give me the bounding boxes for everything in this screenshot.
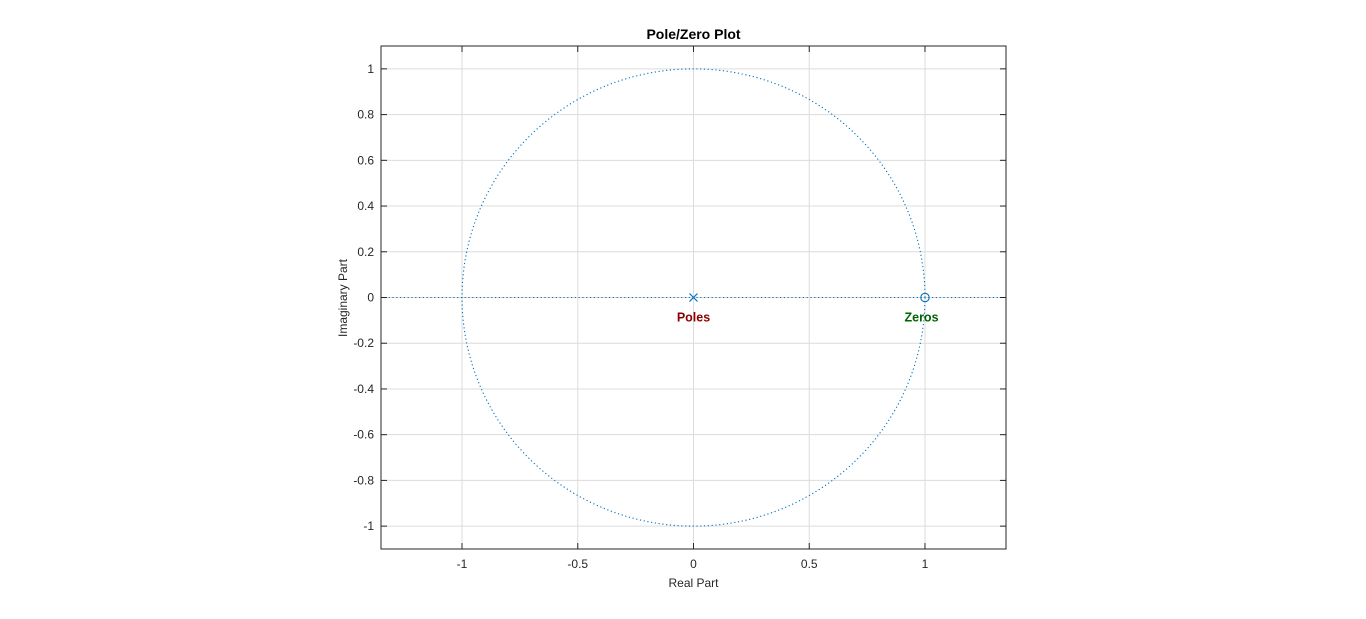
- tick-layer: -1 -0.5 0 0.5 1 -1 -0.8 -0.6 -0.4 -0.2 0 0.2 0.4 0.6 0…: [353, 46, 1006, 571]
- y-tick-label: -1: [363, 519, 374, 533]
- annotation-layer: Poles Zeros: [677, 311, 939, 325]
- y-tick-label: -0.4: [353, 382, 374, 396]
- pole-marker: [689, 293, 698, 302]
- x-tick-label: -1: [457, 557, 468, 571]
- x-axis-label: Real Part: [668, 576, 719, 590]
- y-tick-label: 0.4: [357, 199, 374, 213]
- y-axis-label: Imaginary Part: [336, 258, 350, 337]
- y-tick-label: 0.6: [357, 153, 374, 167]
- x-tick-label: 0.5: [801, 557, 818, 571]
- pole-marker-stroke: [689, 293, 698, 302]
- y-tick-label: 0.8: [357, 108, 374, 122]
- y-tick-label: 1: [367, 62, 374, 76]
- y-tick-label: 0.2: [357, 245, 374, 259]
- annotation-zeros: Zeros: [904, 311, 938, 325]
- y-tick-label: -0.8: [353, 473, 374, 487]
- x-tick-label: 0: [690, 557, 697, 571]
- y-tick-label: 0: [367, 291, 374, 305]
- y-tick-label: -0.2: [353, 336, 374, 350]
- annotation-poles: Poles: [677, 311, 710, 325]
- marker-layer: [689, 292, 930, 303]
- x-tick-label: 1: [922, 557, 929, 571]
- x-tick-label: -0.5: [567, 557, 588, 571]
- chart-title: Pole/Zero Plot: [646, 26, 740, 42]
- unit-circle-layer: [461, 68, 926, 527]
- y-tick-label: -0.6: [353, 428, 374, 442]
- zero-marker: [920, 292, 930, 303]
- unit-circle: [461, 68, 926, 527]
